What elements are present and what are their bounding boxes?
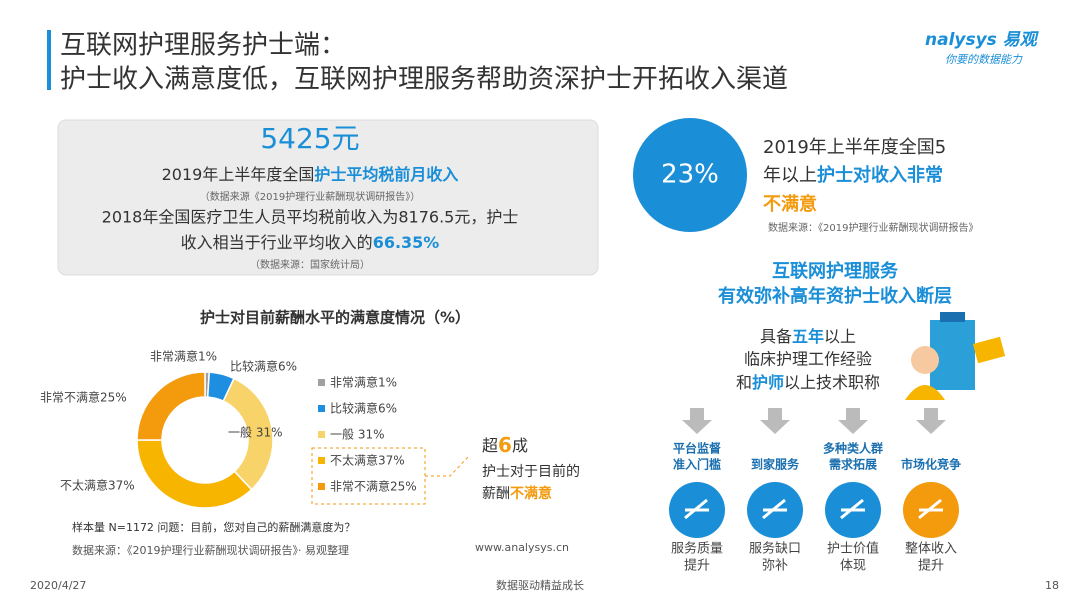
subtitle: 互联网护理服务 [772, 260, 899, 282]
text: 年以上护士对收入非常 [763, 164, 943, 186]
text: 年以上 [763, 165, 817, 186]
highlight: 护士对收入非常 [817, 164, 943, 186]
legend-label: 一般 31% [330, 427, 385, 442]
nurse-icon [905, 312, 1006, 400]
benefit-label: 需求拓展 [829, 457, 877, 472]
text: 薪酬 [482, 486, 510, 502]
benefit-outcome: 整体收入 [905, 542, 957, 557]
slice-label: 非常满意1% [150, 349, 217, 364]
text: 成 [512, 436, 528, 455]
text: 以上技术职称 [784, 373, 880, 392]
benefit-label: 平台监督 [673, 441, 721, 456]
text: 和护师以上技术职称 [736, 373, 880, 392]
text: 2019年上半年度全国 [162, 165, 315, 184]
text: 收入相当于行业平均收入的 [181, 233, 373, 252]
chart-title: 护士对目前薪酬水平的满意度情况（%） [200, 309, 470, 327]
slice-label: 非常不满意25% [40, 390, 127, 405]
source: 数据来源：《2019护理行业薪酬现状调研报告》· 易观整理 [72, 543, 349, 557]
legend-marker [318, 457, 325, 464]
highlight: 不满意 [763, 193, 817, 215]
highlight: 不满意 [510, 485, 552, 502]
legend-label: 非常满意1% [330, 375, 397, 390]
legend-marker [318, 405, 325, 412]
legend-label: 比较满意6% [330, 401, 397, 416]
benefit-label: 准入门槛 [673, 457, 721, 472]
percent: 23% [661, 160, 719, 190]
text: 2018年全国医疗卫生人员平均税前收入为8176.5元，护士 [102, 208, 519, 227]
text: 2019年上半年度全国5 [763, 137, 946, 158]
benefit-label: 到家服务 [751, 457, 800, 472]
benefit-outcome: 服务缺口 [749, 541, 801, 557]
source: （数据来源《2019护理行业薪酬现状调研报告》） [200, 190, 420, 203]
income-box [57, 119, 599, 276]
benefit-glyph [918, 498, 943, 520]
benefit-label: 市场化竞争 [901, 457, 961, 472]
highlight: 6 [498, 433, 512, 457]
benefit-outcome: 提升 [918, 558, 944, 574]
highlight: 护士平均税前月收入 [314, 165, 458, 184]
footer-date: 2020/4/27 [30, 579, 86, 592]
title: 护士收入满意度低，互联网护理服务帮助资深护士开拓收入渠道 [60, 65, 788, 95]
legend-label: 非常不满意25% [330, 479, 417, 494]
slice-label: 不太满意37% [60, 478, 135, 493]
benefit-glyph [762, 498, 787, 520]
text: 具备 [760, 327, 792, 346]
legend-marker [318, 379, 325, 386]
benefit-outcome: 护士价值 [827, 541, 879, 557]
amount: 5425元 [260, 122, 359, 155]
slice-label: 比较满意6% [230, 359, 297, 374]
legend-marker [318, 431, 325, 438]
arrow [682, 408, 712, 434]
legend-marker [318, 483, 325, 490]
callout: 护士对于目前的 [482, 463, 580, 480]
slice-label: 一般 31% [228, 425, 283, 440]
benefit-outcome: 弥补 [762, 558, 788, 574]
benefit-glyph [684, 498, 709, 520]
text: 收入相当于行业平均收入的66.35% [181, 233, 440, 252]
arrow [760, 408, 790, 434]
benefit-label: 多种类人群 [823, 441, 883, 456]
subtitle: 有效弥补高年资护士收入断层 [718, 285, 952, 307]
highlight: 66.35% [373, 233, 440, 252]
logo-slogan: 你要的数据能力 [945, 53, 1023, 66]
benefit-glyph [840, 498, 865, 520]
legend-label: 不太满意37% [330, 453, 405, 468]
percent-circle [633, 118, 747, 232]
logo: nalysys 易观 [925, 30, 1040, 50]
text: 临床护理工作经验 [744, 350, 872, 369]
callout: 超6成 [482, 433, 528, 457]
highlight: 五年 [792, 327, 824, 346]
text: 2019年上半年度全国护士平均税前月收入 [162, 165, 459, 184]
arrow [916, 408, 946, 434]
footer-slogan: 数据驱动精益成长 [496, 578, 584, 592]
text: 超 [482, 436, 498, 455]
text: 以上 [824, 327, 856, 346]
title-bar [47, 30, 51, 90]
text: 和 [736, 373, 752, 392]
benefit-outcome: 提升 [684, 558, 710, 574]
connector [425, 454, 471, 477]
text: 具备五年以上 [760, 327, 856, 346]
highlight: 护师 [752, 373, 784, 392]
title: 互联网护理服务护士端： [60, 31, 346, 61]
website: www.analysys.cn [475, 541, 569, 554]
note: 样本量 N=1172 问题：目前，您对自己的薪酬满意度为？ [72, 520, 355, 534]
donut-slice [136, 371, 206, 441]
donut-slice [136, 439, 253, 509]
source: （数据来源：国家统计局） [250, 258, 370, 271]
callout: 薪酬不满意 [482, 485, 552, 502]
arrow [838, 408, 868, 434]
source: 数据来源：《2019护理行业薪酬现状调研报告》 [768, 221, 978, 234]
benefit-outcome: 服务质量 [671, 541, 723, 557]
page-number: 18 [1045, 579, 1059, 592]
benefit-outcome: 体现 [840, 559, 866, 574]
